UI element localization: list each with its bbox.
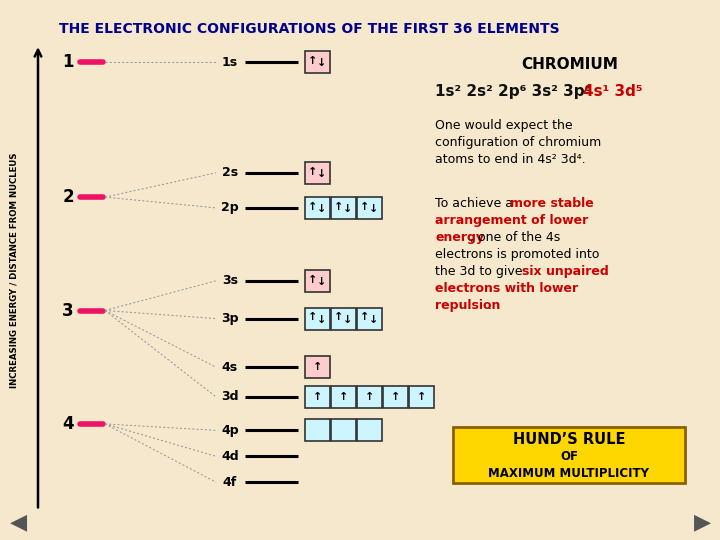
- Text: 2p: 2p: [221, 201, 239, 214]
- Text: ↓: ↓: [318, 169, 327, 179]
- Text: 3p: 3p: [221, 312, 239, 325]
- Text: HUND’S RULE: HUND’S RULE: [513, 432, 625, 447]
- Text: ↑: ↑: [391, 392, 400, 402]
- Text: 3s: 3s: [222, 274, 238, 287]
- Text: 1s: 1s: [222, 56, 238, 69]
- Bar: [305, 51, 330, 73]
- Text: 2: 2: [62, 188, 74, 206]
- Text: 1: 1: [62, 53, 73, 71]
- Text: 3d: 3d: [221, 390, 239, 403]
- Text: ↓: ↓: [318, 315, 327, 325]
- Text: repulsion: repulsion: [435, 299, 500, 312]
- Text: ↑: ↑: [312, 392, 322, 402]
- Bar: [357, 197, 382, 219]
- Text: more stable: more stable: [510, 197, 594, 210]
- Text: the 3d to give: the 3d to give: [435, 265, 526, 278]
- Text: One would expect the: One would expect the: [435, 119, 572, 132]
- Text: ↑: ↑: [365, 392, 374, 402]
- Text: ↓: ↓: [343, 204, 353, 214]
- Text: To achieve a: To achieve a: [435, 197, 517, 210]
- Text: CHROMIUM: CHROMIUM: [521, 57, 618, 72]
- Bar: [453, 427, 685, 483]
- Text: ↓: ↓: [318, 277, 327, 287]
- Bar: [305, 308, 330, 329]
- Bar: [331, 197, 356, 219]
- Text: , one of the 4s: , one of the 4s: [470, 231, 560, 244]
- Text: OF: OF: [560, 450, 578, 463]
- Text: 4s¹ 3d⁵: 4s¹ 3d⁵: [583, 84, 643, 99]
- Text: 4p: 4p: [221, 424, 239, 437]
- Bar: [357, 386, 382, 408]
- Bar: [409, 386, 434, 408]
- Text: ↓: ↓: [343, 315, 353, 325]
- Bar: [331, 308, 356, 329]
- Text: 2s: 2s: [222, 166, 238, 179]
- Bar: [357, 420, 382, 441]
- Bar: [331, 420, 356, 441]
- Text: ↓: ↓: [369, 315, 379, 325]
- Text: ↑: ↑: [360, 202, 369, 212]
- Text: 4: 4: [62, 415, 74, 433]
- Text: ↑: ↑: [308, 275, 318, 285]
- Text: ↑: ↑: [312, 362, 322, 372]
- Text: 3: 3: [62, 301, 74, 320]
- Text: 4f: 4f: [223, 476, 237, 489]
- Bar: [305, 197, 330, 219]
- Text: configuration of chromium: configuration of chromium: [435, 136, 601, 149]
- Bar: [305, 420, 330, 441]
- Text: ↓: ↓: [318, 58, 327, 68]
- Text: electrons with lower: electrons with lower: [435, 282, 578, 295]
- Bar: [383, 386, 408, 408]
- Text: ▶: ▶: [693, 512, 711, 532]
- Text: ↑: ↑: [308, 202, 318, 212]
- Text: 4s: 4s: [222, 361, 238, 374]
- Text: atoms to end in 4s² 3d⁴.: atoms to end in 4s² 3d⁴.: [435, 153, 585, 166]
- Text: INCREASING ENERGY / DISTANCE FROM NUCLEUS: INCREASING ENERGY / DISTANCE FROM NUCLEU…: [9, 152, 19, 388]
- Bar: [305, 356, 330, 378]
- Text: arrangement of lower: arrangement of lower: [435, 214, 588, 227]
- Text: .: .: [487, 299, 491, 312]
- Bar: [305, 270, 330, 292]
- Text: ↑: ↑: [308, 167, 318, 177]
- Text: ↑: ↑: [308, 56, 318, 66]
- Text: 4d: 4d: [221, 450, 239, 463]
- Text: MAXIMUM MULTIPLICITY: MAXIMUM MULTIPLICITY: [488, 467, 649, 480]
- Text: ↑: ↑: [339, 392, 348, 402]
- Bar: [305, 386, 330, 408]
- Text: ↓: ↓: [369, 204, 379, 214]
- Text: energy: energy: [435, 231, 484, 244]
- Text: ↑: ↑: [334, 202, 343, 212]
- Text: ↓: ↓: [318, 204, 327, 214]
- Text: 1s² 2s² 2p⁶ 3s² 3p⁶: 1s² 2s² 2p⁶ 3s² 3p⁶: [435, 84, 591, 99]
- Text: ↑: ↑: [360, 313, 369, 322]
- Text: electrons is promoted into: electrons is promoted into: [435, 248, 599, 261]
- Text: ↑: ↑: [417, 392, 426, 402]
- Bar: [331, 386, 356, 408]
- Bar: [357, 308, 382, 329]
- Text: ↑: ↑: [334, 313, 343, 322]
- Text: ↑: ↑: [308, 313, 318, 322]
- Text: THE ELECTRONIC CONFIGURATIONS OF THE FIRST 36 ELEMENTS: THE ELECTRONIC CONFIGURATIONS OF THE FIR…: [59, 22, 560, 36]
- Text: six unpaired: six unpaired: [522, 265, 608, 278]
- Bar: [305, 162, 330, 184]
- Text: ◀: ◀: [9, 512, 27, 532]
